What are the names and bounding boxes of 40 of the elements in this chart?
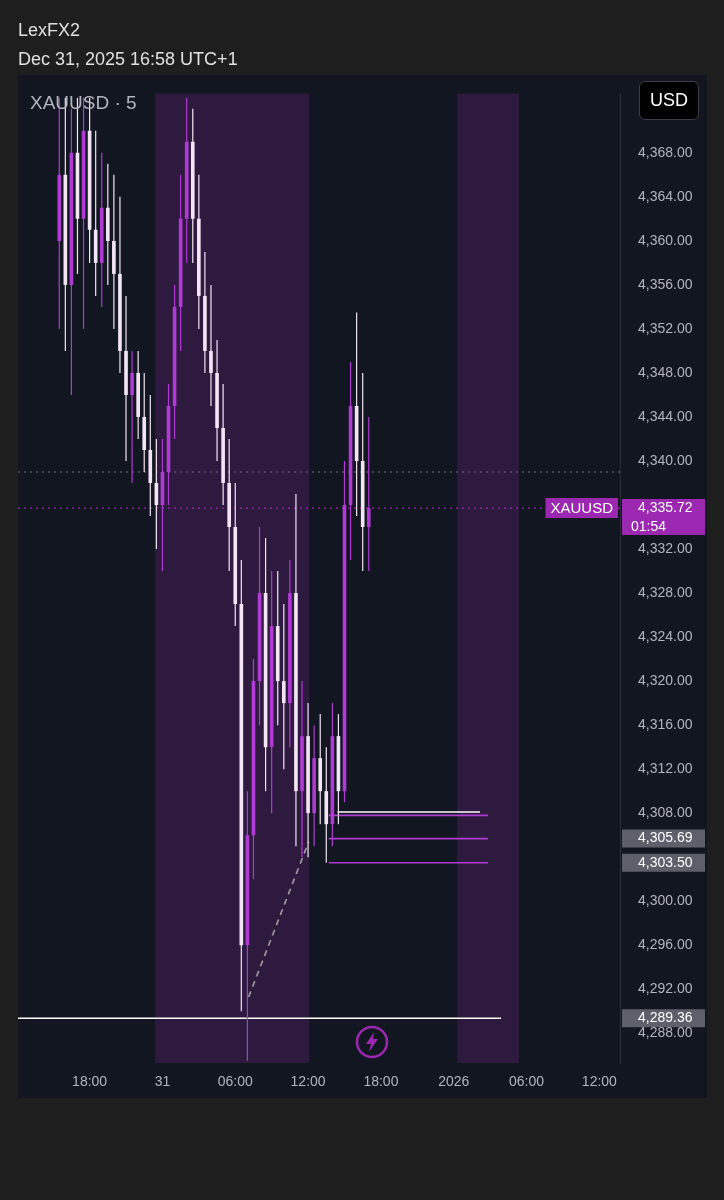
candlestick bbox=[130, 350, 134, 484]
candlestick bbox=[366, 416, 371, 572]
ref-line-label: XAUUSD bbox=[550, 499, 614, 517]
y-tick-label: 4,316.00 bbox=[638, 715, 693, 732]
x-tick-label: 12:00 bbox=[581, 1073, 618, 1090]
y-tick-label: 4,332.00 bbox=[638, 539, 693, 556]
y-tick-label: 4,356.00 bbox=[638, 275, 693, 292]
y-tick-label: 4,292.00 bbox=[638, 980, 693, 997]
y-tick-label: 4,305.69 bbox=[638, 829, 693, 846]
y-tick-label: 4,348.00 bbox=[638, 363, 693, 380]
y-tick-label: 4,300.00 bbox=[638, 892, 693, 909]
candlestick bbox=[209, 284, 213, 407]
candlestick bbox=[281, 603, 286, 770]
y-tick-label: 4,312.00 bbox=[638, 760, 693, 777]
y-tick-label: 4,352.00 bbox=[638, 319, 693, 336]
x-tick-label: 12:00 bbox=[290, 1073, 326, 1090]
text: 01:54 bbox=[631, 517, 667, 534]
chart-title: LexFX2 bbox=[18, 19, 82, 42]
text: USD bbox=[638, 81, 699, 120]
y-tick-label: 4,340.00 bbox=[638, 451, 693, 468]
y-tick-label: 4,368.00 bbox=[638, 143, 693, 160]
x-tick-label: 06:00 bbox=[217, 1073, 253, 1090]
y-tick-label: 4,364.00 bbox=[638, 187, 693, 204]
y-tick-label: 4,320.00 bbox=[638, 671, 693, 688]
y-tick-label: 4,308.00 bbox=[638, 804, 693, 821]
chart-subtitle: Dec 31, 2025 16:58 UTC+1 bbox=[18, 48, 238, 71]
x-tick-label: 06:00 bbox=[509, 1073, 545, 1090]
x-tick-label: 31 bbox=[154, 1073, 171, 1090]
y-tick-label: 4,344.00 bbox=[638, 407, 693, 424]
y-tick-label: 4,324.00 bbox=[638, 627, 693, 644]
x-tick-label: 2026 bbox=[438, 1073, 470, 1090]
y-tick-label: 4,288.00 bbox=[638, 1024, 693, 1041]
y-tick-label: 4,328.00 bbox=[638, 583, 693, 600]
x-tick-label: 18:00 bbox=[363, 1073, 399, 1090]
x-tick-label: 18:00 bbox=[72, 1073, 108, 1090]
y-tick-label: 4,289.36 bbox=[638, 1009, 693, 1026]
y-tick-label: 4,303.50 bbox=[638, 853, 693, 870]
y-tick-label: 4,335.72 bbox=[638, 498, 693, 515]
y-tick-label: 4,296.00 bbox=[638, 936, 693, 953]
y-tick-label: 4,360.00 bbox=[638, 231, 693, 248]
